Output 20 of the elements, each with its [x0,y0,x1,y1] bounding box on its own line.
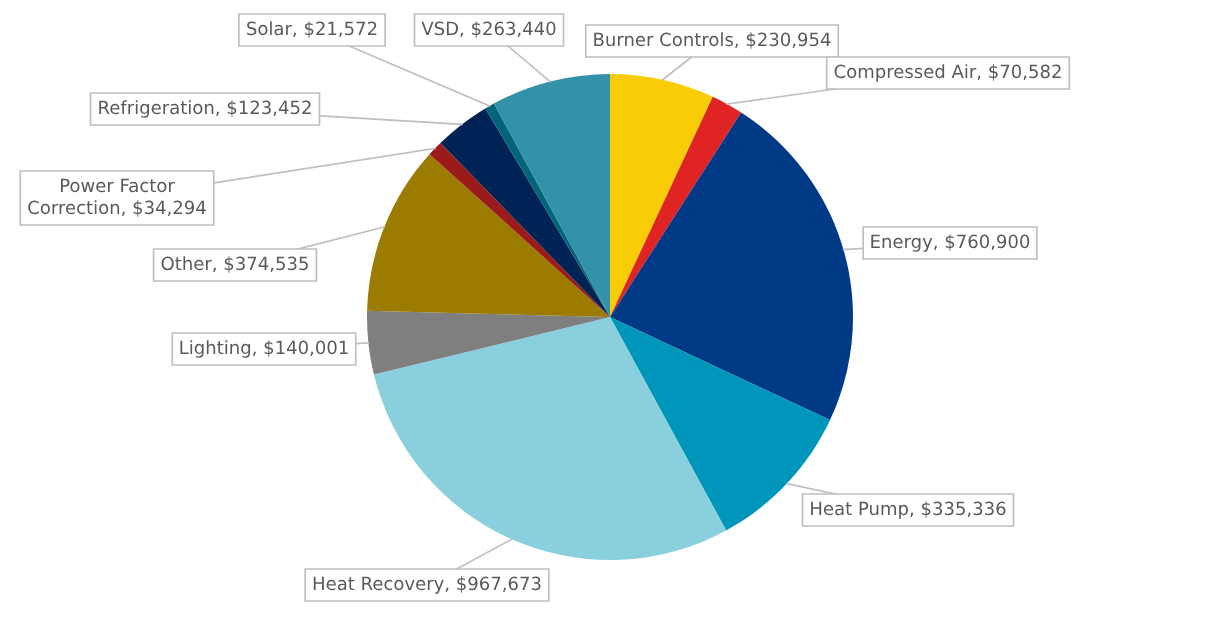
slice-label: Heat Pump, $335,336 [811,501,1006,519]
slice-label: Lighting, $140,001 [180,340,348,358]
pie-slice [493,74,610,317]
slice-label: Power Factor Correction, $34,294 [28,178,206,217]
slice-label: Energy, $760,900 [871,234,1030,252]
pie-slice [610,96,742,317]
pie-slice [440,108,610,317]
pie-slice [373,317,727,560]
slice-label: Refrigeration, $123,452 [99,100,311,118]
pie-slice [610,112,853,421]
slice-label: Compressed Air, $70,582 [834,64,1061,82]
pie-slice [429,142,610,317]
pie-slice [367,154,610,317]
pie-slice [610,74,713,317]
slice-label: VSD, $263,440 [421,21,556,38]
slice-label: Burner Controls, $230,954 [594,32,831,49]
pie-slice [367,310,610,375]
slice-label: Solar, $21,572 [247,21,377,38]
slice-label: Other, $374,535 [161,256,308,273]
slice-label: Heat Recovery, $967,673 [313,576,541,594]
